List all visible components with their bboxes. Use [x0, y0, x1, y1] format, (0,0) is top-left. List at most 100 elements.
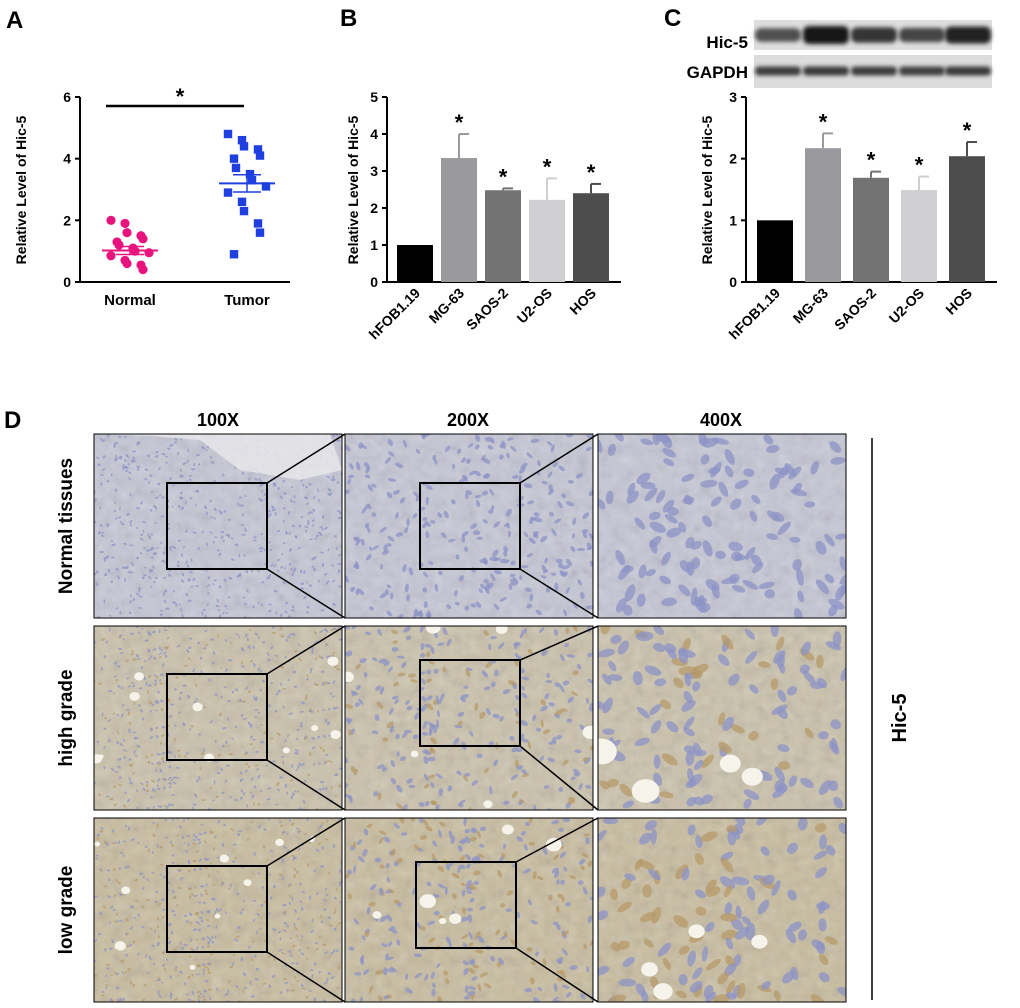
tissue-nucleus	[560, 879, 565, 885]
tissue-nucleus	[109, 921, 111, 925]
tissue-nucleus	[327, 548, 330, 552]
tissue-nucleus	[681, 699, 696, 712]
tissue-nucleus	[527, 899, 532, 906]
tissue-nucleus	[504, 522, 510, 527]
tissue-nucleus	[171, 484, 176, 487]
tissue-nucleus	[113, 509, 117, 513]
tissue-nucleus	[116, 740, 119, 745]
tissue-nucleus	[530, 920, 538, 925]
tissue-nucleus	[192, 668, 195, 673]
tissue-nucleus	[184, 530, 188, 533]
tissue-nucleus	[161, 725, 164, 729]
tissue-nucleus	[666, 527, 682, 538]
tissue-nucleus	[215, 987, 219, 992]
tissue-nucleus	[543, 785, 550, 789]
tissue-nucleus	[223, 510, 227, 513]
tissue-vacuole	[327, 656, 339, 667]
tissue-nucleus	[276, 732, 281, 737]
tissue-nucleus	[362, 848, 368, 857]
tissue-nucleus	[283, 491, 287, 496]
tissue-vacuole	[653, 983, 673, 1000]
tissue-nucleus	[414, 953, 423, 958]
tissue-nucleus	[445, 936, 452, 944]
tissue-nucleus	[220, 695, 223, 699]
tissue-nucleus	[218, 552, 222, 556]
tissue-nucleus	[725, 937, 734, 950]
tissue-nucleus	[207, 874, 211, 878]
tissue-nucleus	[283, 977, 287, 980]
tissue-nucleus	[717, 654, 730, 666]
tissue-nucleus	[129, 980, 133, 985]
tissue-nucleus	[406, 705, 413, 711]
tissue-nucleus	[309, 969, 314, 972]
tissue-nucleus	[717, 972, 729, 985]
tissue-nucleus	[158, 994, 162, 999]
tissue-nucleus	[175, 603, 178, 607]
tumor-data-point	[223, 188, 233, 197]
tissue-nucleus	[559, 851, 566, 859]
blot-band-hic5	[803, 26, 849, 44]
tissue-nucleus	[247, 721, 251, 726]
tissue-nucleus	[489, 556, 498, 561]
tissue-nucleus	[282, 903, 287, 907]
tissue-nucleus	[172, 914, 177, 917]
tissue-nucleus	[277, 558, 281, 562]
tissue-nucleus	[203, 937, 206, 941]
tissue-nucleus	[124, 469, 129, 472]
tissue-nucleus	[130, 926, 133, 931]
tissue-nucleus	[328, 924, 333, 927]
tissue-nucleus	[146, 972, 150, 974]
tissue-nucleus	[183, 664, 189, 667]
tissue-nucleus	[160, 541, 163, 544]
tissue-nucleus	[290, 822, 295, 826]
tissue-nucleus	[204, 449, 208, 452]
tissue-nucleus	[306, 523, 310, 526]
tissue-nucleus	[345, 651, 350, 657]
tissue-nucleus	[307, 512, 310, 515]
tissue-nucleus	[203, 971, 205, 976]
tissue-nucleus	[400, 832, 408, 836]
tissue-nucleus	[268, 603, 272, 606]
panel-a-xtick-normal: Normal	[104, 292, 156, 309]
tissue-nucleus	[457, 711, 465, 717]
tissue-nucleus	[161, 751, 165, 755]
tissue-nucleus	[551, 736, 557, 743]
panel-c-ylabel: Relative Level of Hic-5	[699, 115, 715, 264]
tissue-nucleus	[129, 544, 134, 547]
panel-label-a: A	[6, 7, 23, 34]
tissue-nucleus	[413, 608, 418, 616]
tissue-nucleus	[134, 736, 137, 740]
tissue-nucleus	[457, 864, 461, 874]
tissue-nucleus	[705, 921, 715, 933]
tissue-nucleus	[187, 599, 192, 602]
tissue-nucleus	[143, 574, 147, 577]
tissue-frame	[597, 433, 847, 619]
tissue-content	[94, 626, 342, 810]
tissue-nucleus	[114, 770, 119, 773]
tissue-nucleus	[336, 481, 340, 484]
tissue-nucleus	[262, 982, 267, 986]
tissue-nucleus	[475, 949, 484, 954]
tissue-nucleus	[221, 791, 225, 794]
tissue-nucleus	[464, 605, 469, 611]
tissue-nucleus	[585, 837, 590, 845]
tissue-nucleus	[338, 883, 342, 888]
tissue-nucleus	[525, 821, 530, 827]
tissue-nucleus	[188, 646, 192, 649]
tissue-nucleus	[132, 450, 136, 453]
tissue-nucleus	[425, 496, 429, 506]
tissue-nucleus	[734, 479, 749, 489]
tissue-nucleus	[570, 545, 576, 552]
tissue-nucleus	[572, 626, 579, 632]
tissue-nucleus	[687, 768, 695, 784]
tissue-nucleus	[163, 786, 166, 790]
tissue-nucleus	[121, 971, 124, 976]
tissue-nucleus	[357, 855, 365, 863]
tissue-nucleus	[376, 701, 384, 709]
tissue-nucleus	[451, 499, 456, 505]
tissue-nucleus	[476, 536, 483, 540]
tissue-nucleus	[296, 935, 299, 938]
tissue-nucleus	[163, 646, 168, 649]
tissue-nucleus	[394, 699, 400, 705]
tissue-nucleus	[116, 998, 120, 1002]
